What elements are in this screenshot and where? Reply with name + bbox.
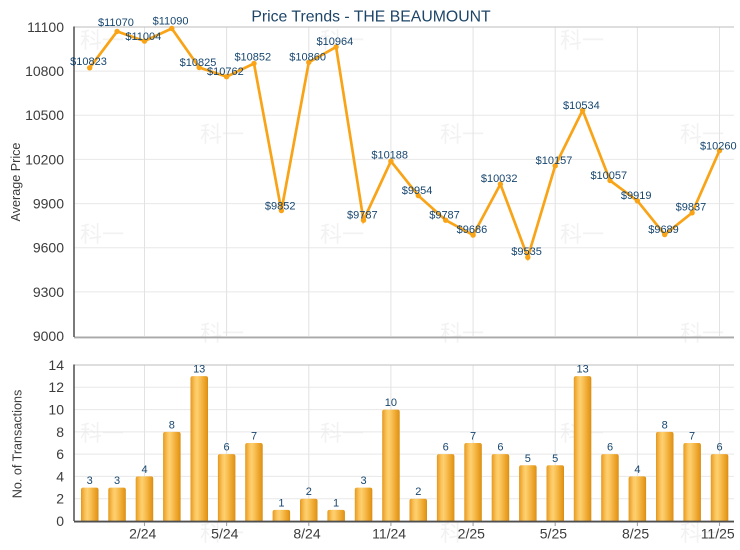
svg-text:6: 6 (224, 442, 230, 454)
svg-text:3: 3 (87, 475, 93, 487)
svg-text:14: 14 (48, 357, 64, 373)
svg-text:9000: 9000 (33, 328, 64, 344)
svg-text:9300: 9300 (33, 284, 64, 300)
svg-text:科一: 科一 (440, 321, 484, 346)
svg-text:$10188: $10188 (371, 150, 408, 162)
svg-text:科一: 科一 (80, 222, 124, 247)
svg-text:2: 2 (306, 486, 312, 498)
svg-text:11100: 11100 (27, 19, 64, 35)
svg-text:5: 5 (525, 453, 531, 465)
svg-text:$9686: $9686 (457, 224, 488, 236)
svg-text:$10852: $10852 (234, 52, 271, 64)
svg-text:$10825: $10825 (180, 57, 217, 69)
svg-text:10: 10 (48, 402, 64, 418)
svg-text:科一: 科一 (560, 28, 604, 53)
svg-text:$11070: $11070 (98, 17, 134, 29)
svg-text:科一: 科一 (200, 122, 244, 147)
svg-text:0: 0 (56, 513, 64, 529)
svg-text:$10823: $10823 (70, 56, 107, 68)
svg-text:5/24: 5/24 (211, 526, 238, 542)
svg-text:6: 6 (607, 442, 613, 454)
svg-text:4: 4 (56, 468, 64, 484)
svg-text:13: 13 (576, 364, 588, 376)
svg-text:1: 1 (278, 497, 284, 509)
svg-text:8: 8 (662, 419, 668, 431)
svg-text:$10762: $10762 (207, 66, 244, 78)
svg-text:6: 6 (56, 446, 64, 462)
svg-text:1: 1 (333, 497, 339, 509)
svg-text:$10260: $10260 (700, 141, 737, 153)
svg-text:7: 7 (251, 431, 257, 443)
svg-text:7: 7 (689, 431, 695, 443)
svg-text:科一: 科一 (680, 321, 724, 346)
svg-text:5: 5 (552, 453, 558, 465)
svg-text:8: 8 (56, 424, 64, 440)
svg-text:10800: 10800 (25, 63, 64, 79)
svg-text:4: 4 (634, 464, 640, 476)
svg-text:4: 4 (141, 464, 147, 476)
svg-text:$9837: $9837 (676, 201, 707, 213)
svg-text:科一: 科一 (320, 28, 364, 53)
svg-text:11/25: 11/25 (701, 526, 735, 542)
svg-text:6: 6 (443, 442, 449, 454)
svg-text:9600: 9600 (33, 240, 64, 256)
svg-text:科一: 科一 (320, 421, 364, 446)
svg-text:$9919: $9919 (621, 190, 652, 202)
svg-text:$10057: $10057 (590, 170, 627, 182)
svg-text:2: 2 (56, 491, 64, 507)
svg-text:2/24: 2/24 (129, 526, 156, 542)
svg-text:9900: 9900 (33, 196, 64, 212)
svg-text:No. of Transactions: No. of Transactions (11, 390, 25, 499)
svg-text:$11090: $11090 (153, 16, 189, 28)
svg-text:科一: 科一 (440, 122, 484, 147)
svg-text:6: 6 (497, 442, 503, 454)
svg-text:科一: 科一 (680, 521, 724, 546)
svg-text:科一: 科一 (200, 321, 244, 346)
svg-text:$9954: $9954 (402, 185, 433, 197)
svg-text:5/25: 5/25 (540, 526, 567, 542)
svg-text:7: 7 (470, 431, 476, 443)
svg-text:$9535: $9535 (511, 246, 542, 258)
svg-text:8: 8 (169, 419, 175, 431)
svg-text:科一: 科一 (680, 122, 724, 147)
svg-text:10200: 10200 (25, 151, 64, 167)
svg-text:$11004: $11004 (125, 31, 161, 43)
svg-text:8/24: 8/24 (293, 526, 320, 542)
svg-text:$10032: $10032 (481, 173, 518, 185)
svg-text:3: 3 (114, 475, 120, 487)
svg-text:$9852: $9852 (265, 200, 296, 212)
svg-text:$9787: $9787 (429, 210, 460, 222)
svg-text:$10157: $10157 (536, 155, 573, 167)
svg-text:11/24: 11/24 (372, 526, 406, 542)
svg-text:$10964: $10964 (317, 36, 354, 48)
svg-text:$10860: $10860 (289, 51, 326, 63)
svg-text:科一: 科一 (320, 222, 364, 247)
svg-text:12: 12 (48, 379, 64, 395)
svg-text:科一: 科一 (560, 222, 604, 247)
svg-text:10500: 10500 (25, 107, 64, 123)
svg-text:10: 10 (385, 397, 397, 409)
svg-text:$9787: $9787 (347, 210, 378, 222)
svg-text:科一: 科一 (200, 521, 244, 546)
svg-text:Average Price: Average Price (9, 143, 23, 222)
svg-text:科一: 科一 (440, 521, 484, 546)
svg-text:6: 6 (716, 442, 722, 454)
svg-text:科一: 科一 (80, 421, 124, 446)
svg-text:2/25: 2/25 (458, 526, 485, 542)
svg-text:13: 13 (193, 364, 205, 376)
svg-text:$9689: $9689 (648, 224, 679, 236)
svg-text:8/25: 8/25 (622, 526, 649, 542)
svg-text:Price Trends - THE BEAUMOUNT: Price Trends - THE BEAUMOUNT (251, 9, 491, 26)
svg-text:$10534: $10534 (563, 100, 600, 112)
svg-text:2: 2 (415, 486, 421, 498)
svg-text:3: 3 (360, 475, 366, 487)
